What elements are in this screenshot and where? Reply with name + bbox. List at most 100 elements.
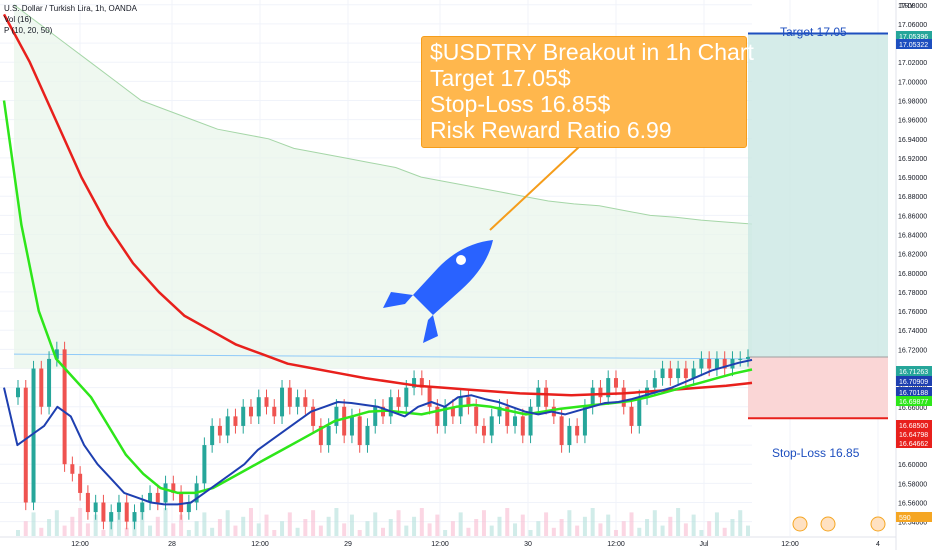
candle bbox=[676, 368, 681, 379]
volume-bar bbox=[148, 525, 153, 536]
price-label: 16.64798 bbox=[899, 432, 928, 439]
y-tick-label: 16.76000 bbox=[898, 309, 927, 316]
volume-bar bbox=[435, 514, 440, 536]
volume-bar bbox=[217, 519, 222, 536]
currency-label: TRY bbox=[900, 3, 914, 10]
y-tick-label: 16.74000 bbox=[898, 328, 927, 335]
volume-bar bbox=[179, 514, 184, 536]
price-label-box bbox=[896, 396, 932, 406]
y-tick-label: 17.06000 bbox=[898, 22, 927, 29]
candle bbox=[435, 406, 440, 426]
candle bbox=[241, 406, 246, 426]
volume-bar bbox=[458, 512, 463, 536]
candle bbox=[85, 492, 90, 513]
candle bbox=[31, 368, 36, 503]
candle bbox=[171, 483, 176, 493]
volume-bar bbox=[381, 527, 385, 536]
volume-bar bbox=[23, 521, 28, 536]
volume-bar bbox=[326, 516, 331, 536]
volume-bar bbox=[590, 508, 595, 536]
candle bbox=[210, 425, 215, 446]
target-label[interactable]: Target 17.05 bbox=[780, 25, 847, 39]
candle bbox=[47, 358, 52, 407]
flag-tr-icon[interactable] bbox=[870, 516, 886, 532]
price-label-box bbox=[896, 512, 932, 522]
volume-bar bbox=[116, 512, 121, 536]
volume-bars bbox=[16, 508, 750, 536]
volume-bar bbox=[202, 512, 207, 536]
candle bbox=[256, 397, 261, 417]
candle bbox=[124, 502, 129, 522]
volume-bar bbox=[295, 527, 300, 536]
candle bbox=[62, 349, 67, 465]
volume-bar bbox=[567, 510, 572, 536]
candle bbox=[590, 387, 595, 407]
y-tick-label: 17.00000 bbox=[898, 79, 927, 86]
candle bbox=[295, 397, 300, 407]
candle bbox=[481, 425, 486, 436]
y-tick-label: 16.92000 bbox=[898, 156, 927, 163]
flag-us-icon[interactable] bbox=[820, 516, 836, 532]
volume-bar bbox=[78, 508, 83, 536]
volume-bar bbox=[365, 521, 370, 536]
volume-bar bbox=[559, 519, 564, 536]
chart-legend: U.S. Dollar / Turkish Lira, 1h, OANDA Vo… bbox=[4, 3, 137, 36]
y-tick-label: 16.58000 bbox=[898, 481, 927, 488]
volume-bar bbox=[70, 516, 75, 536]
candle bbox=[567, 425, 572, 446]
x-tick-label: 12:00 bbox=[251, 541, 269, 548]
volume-bar bbox=[16, 530, 20, 536]
candle bbox=[357, 416, 362, 446]
candle bbox=[326, 425, 331, 446]
candle bbox=[342, 406, 347, 436]
price-label-box bbox=[896, 429, 932, 439]
volume-bar bbox=[248, 508, 253, 536]
candle bbox=[513, 416, 518, 426]
candle bbox=[109, 512, 114, 522]
candle bbox=[186, 502, 191, 513]
candle bbox=[272, 406, 277, 417]
callout-annotation[interactable]: $USDTRY Breakout in 1h Chart Target 17.0… bbox=[421, 36, 754, 148]
volume-bar bbox=[691, 514, 696, 536]
volume-bar bbox=[598, 523, 603, 536]
volume-bar bbox=[280, 521, 285, 536]
candle bbox=[497, 406, 502, 417]
upper-band-line bbox=[13, 4, 753, 225]
price-label: 590 bbox=[899, 515, 911, 522]
volume-bar bbox=[311, 510, 316, 536]
candle bbox=[248, 406, 253, 417]
y-tick-label: 16.90000 bbox=[898, 175, 927, 182]
rocket-icon bbox=[383, 240, 493, 343]
volume-bar bbox=[450, 521, 455, 536]
candle bbox=[140, 502, 145, 513]
volume-bar bbox=[412, 516, 417, 536]
candle bbox=[621, 387, 626, 407]
candle bbox=[39, 368, 44, 407]
symbol-title[interactable]: U.S. Dollar / Turkish Lira, 1h, OANDA bbox=[4, 4, 137, 13]
volume-bar bbox=[513, 523, 518, 536]
candle bbox=[427, 387, 432, 407]
price-label-box bbox=[896, 376, 932, 386]
candle bbox=[544, 387, 549, 407]
volume-bar bbox=[637, 527, 642, 536]
volume-bar bbox=[404, 525, 409, 536]
stop-loss-label[interactable]: Stop-Loss 16.85 bbox=[772, 446, 860, 460]
time-axis[interactable]: 12:00 28 12:00 29 12:00 30 12:00 Jul 12:00 4 bbox=[0, 536, 896, 548]
candle bbox=[373, 406, 378, 426]
y-tick-label: 16.72000 bbox=[898, 347, 927, 354]
price-axis[interactable]: 17.0800017.0600017.0400017.0200017.00000… bbox=[895, 0, 927, 550]
volume-indicator-label[interactable]: Vol (16) bbox=[4, 15, 32, 24]
volume-bar bbox=[85, 523, 90, 536]
volume-bar bbox=[62, 525, 67, 536]
volume-bar bbox=[272, 530, 277, 536]
flag-us-icon[interactable] bbox=[792, 516, 808, 532]
volume-bar bbox=[660, 525, 665, 536]
volume-bar bbox=[225, 510, 230, 536]
candle bbox=[225, 416, 230, 436]
volume-bar bbox=[241, 516, 246, 536]
ribbon-indicator-label[interactable]: P (10, 20, 50) bbox=[4, 26, 53, 35]
volume-bar bbox=[668, 516, 673, 536]
x-tick-label: 29 bbox=[344, 541, 352, 548]
